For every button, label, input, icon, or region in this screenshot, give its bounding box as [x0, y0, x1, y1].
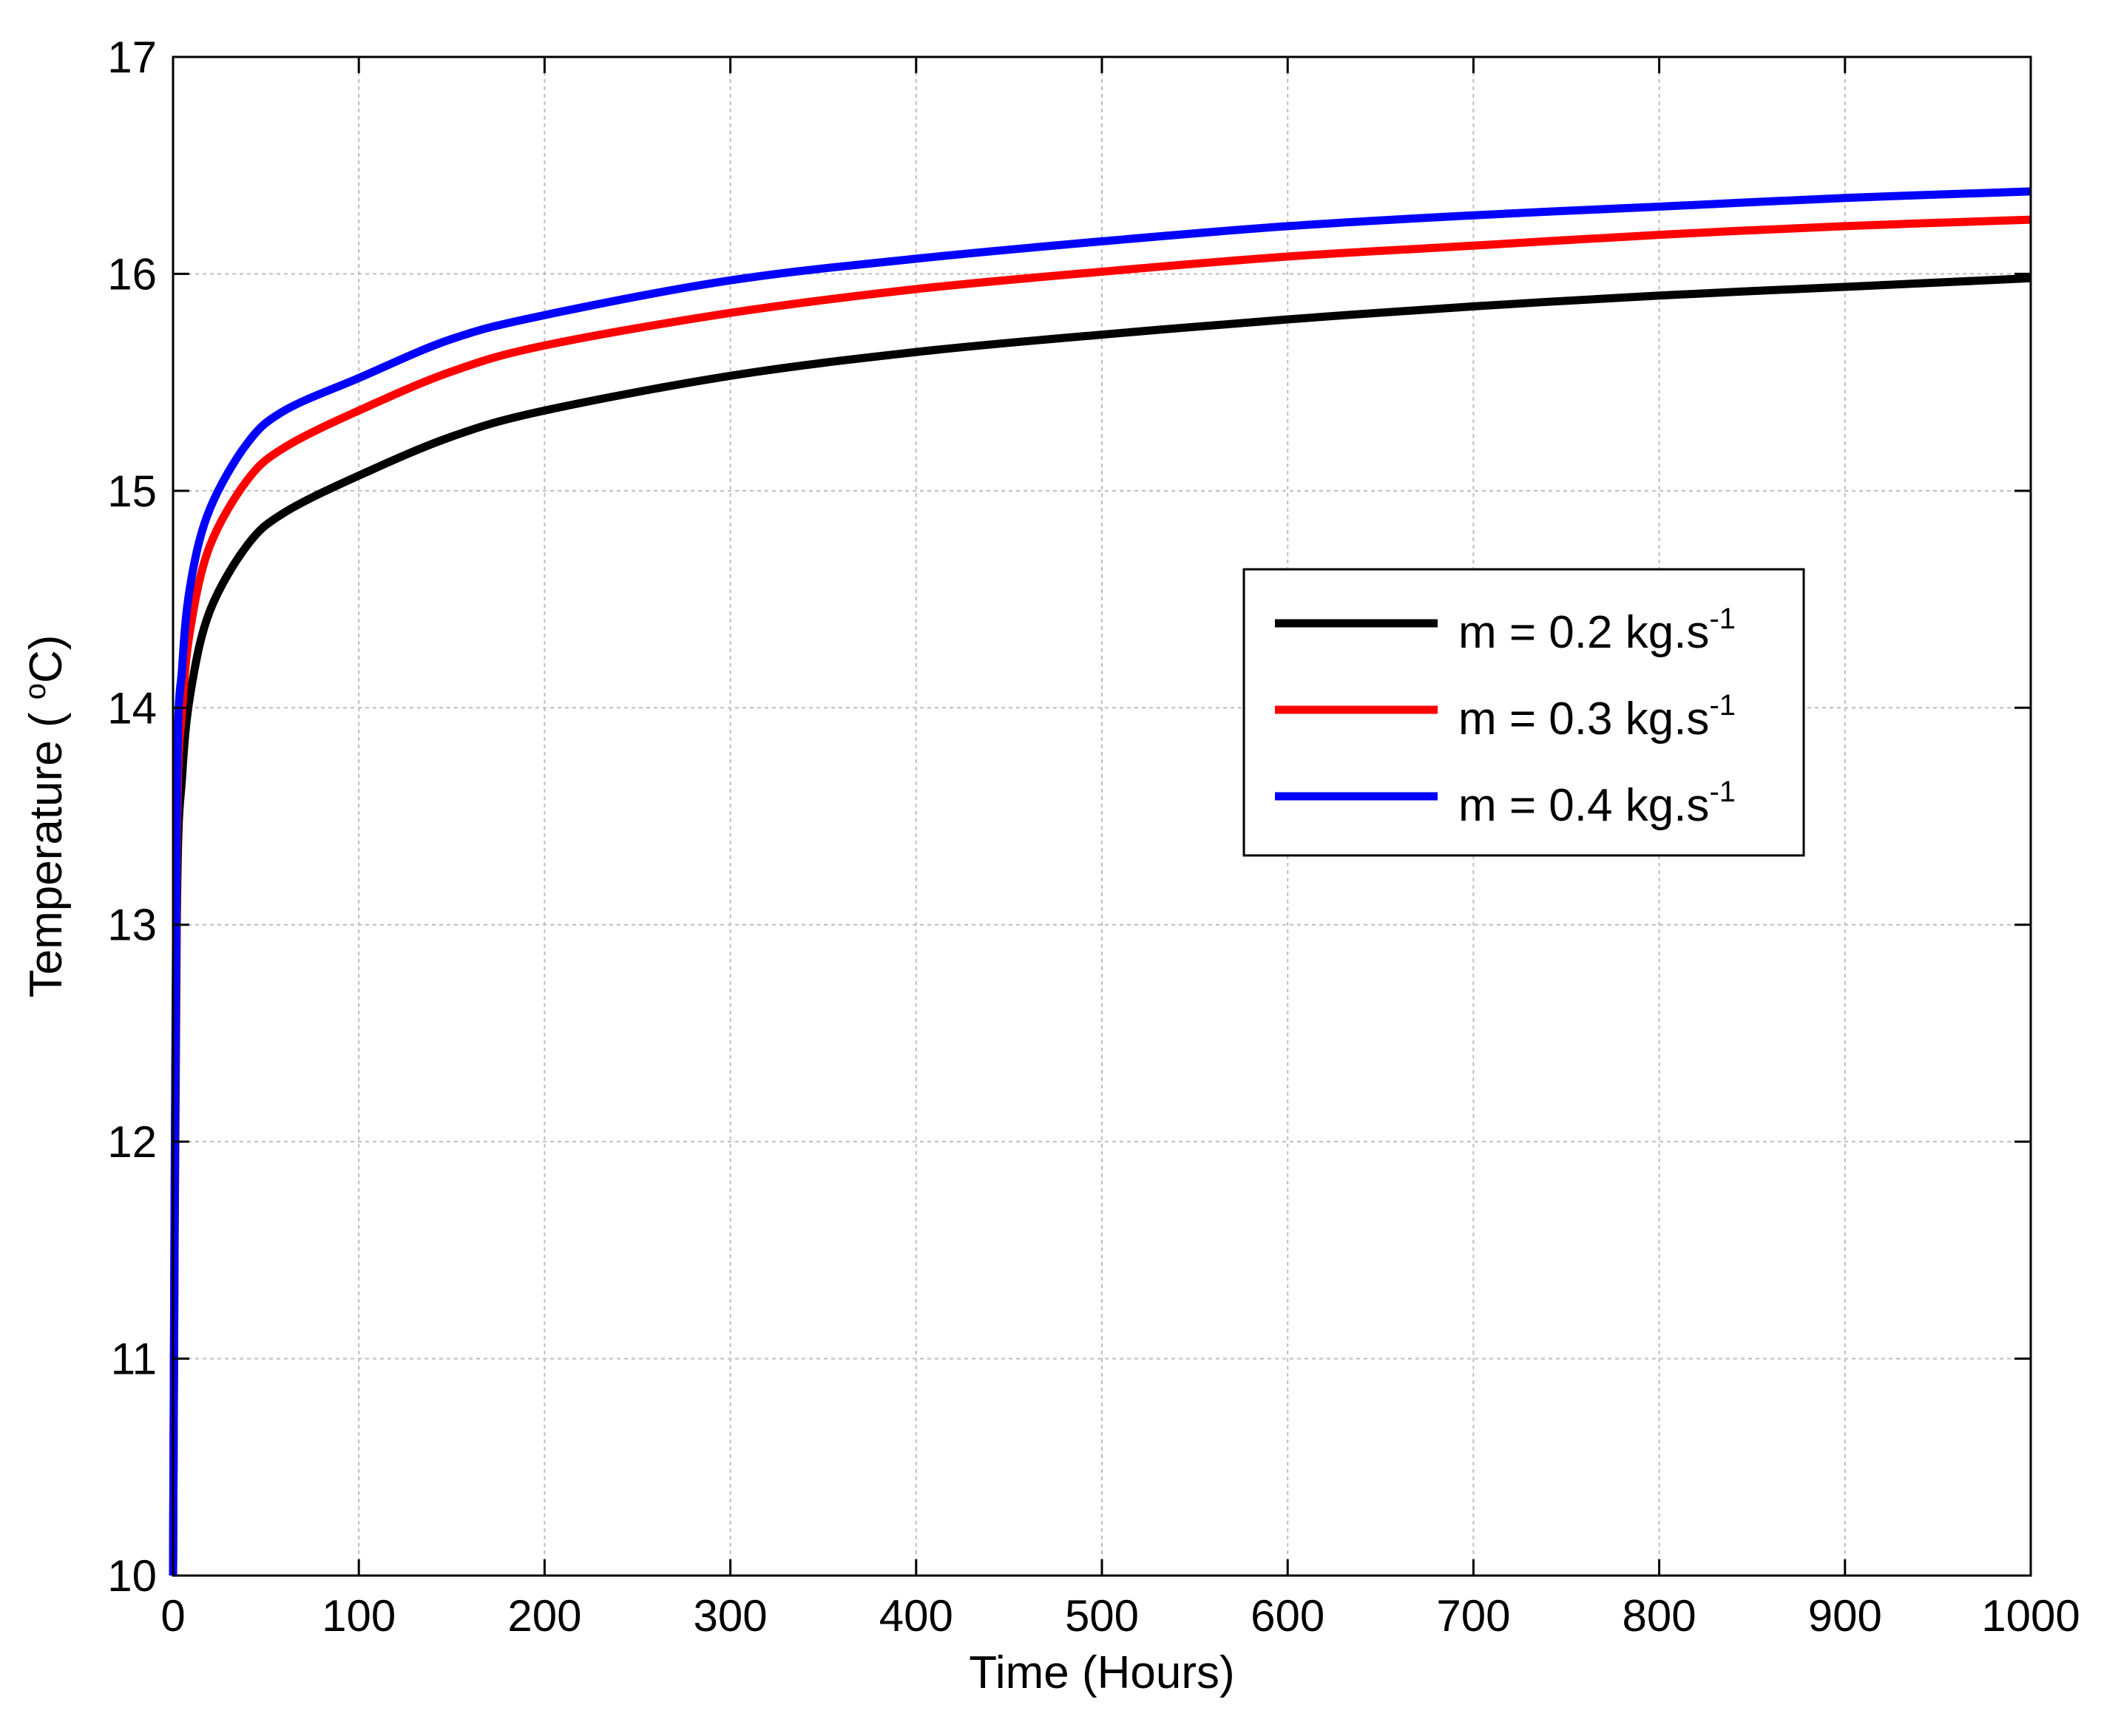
x-tick-label: 0 — [160, 1591, 185, 1641]
x-tick-label: 500 — [1065, 1591, 1139, 1641]
x-axis-title: Time (Hours) — [969, 1647, 1234, 1698]
legend-label-superscript: -1 — [1709, 776, 1736, 808]
y-tick-label: 14 — [107, 683, 157, 733]
legend-label-1: m = 0.2 kg.s-1 — [1458, 603, 1736, 658]
y-axis-title: Temperature ( oC) — [19, 635, 72, 998]
y-axis-title-prefix: Temperature ( — [21, 699, 72, 997]
legend-label-text: m = 0.3 kg.s — [1458, 694, 1709, 745]
x-tick-label: 300 — [694, 1591, 768, 1641]
y-tick-label: 13 — [107, 901, 157, 950]
x-tick-label: 900 — [1808, 1591, 1882, 1641]
legend-label-superscript: -1 — [1709, 603, 1736, 635]
y-tick-label: 12 — [107, 1117, 157, 1167]
y-tick-label: 10 — [107, 1551, 157, 1601]
axis-ticks: 0 100 200 300 400 500 600 700 800 900 1000 10 11 12 13… — [107, 33, 2080, 1641]
y-axis-title-superscript: o — [19, 683, 52, 699]
x-tick-label: 700 — [1436, 1591, 1510, 1641]
series-line-3 — [169, 187, 2031, 1576]
legend-items: m = 0.2 kg.s-1m = 0.3 kg.s-1m = 0.4 kg.s… — [1275, 603, 1736, 831]
plot-lines — [169, 187, 2031, 1576]
legend: m = 0.2 kg.s-1m = 0.3 kg.s-1m = 0.4 kg.s… — [1242, 568, 1805, 857]
x-tick-label: 100 — [322, 1591, 396, 1641]
x-tick-label: 1000 — [1981, 1591, 2080, 1641]
x-tick-label: 200 — [507, 1591, 581, 1641]
y-tick-label: 17 — [107, 33, 157, 82]
y-axis-title-suffix: C) — [21, 635, 72, 683]
legend-label-text: m = 0.2 kg.s — [1458, 607, 1709, 658]
x-tick-label: 800 — [1623, 1591, 1696, 1641]
x-tick-label: 600 — [1251, 1591, 1324, 1641]
legend-label-2: m = 0.3 kg.s-1 — [1458, 689, 1736, 745]
y-tick-label: 11 — [111, 1335, 157, 1384]
y-tick-label: 16 — [107, 249, 157, 299]
legend-label-text: m = 0.4 kg.s — [1458, 780, 1709, 831]
legend-label-3: m = 0.4 kg.s-1 — [1458, 776, 1736, 831]
y-tick-label: 15 — [107, 467, 157, 516]
legend-label-superscript: -1 — [1709, 689, 1736, 722]
x-tick-label: 400 — [879, 1591, 953, 1641]
